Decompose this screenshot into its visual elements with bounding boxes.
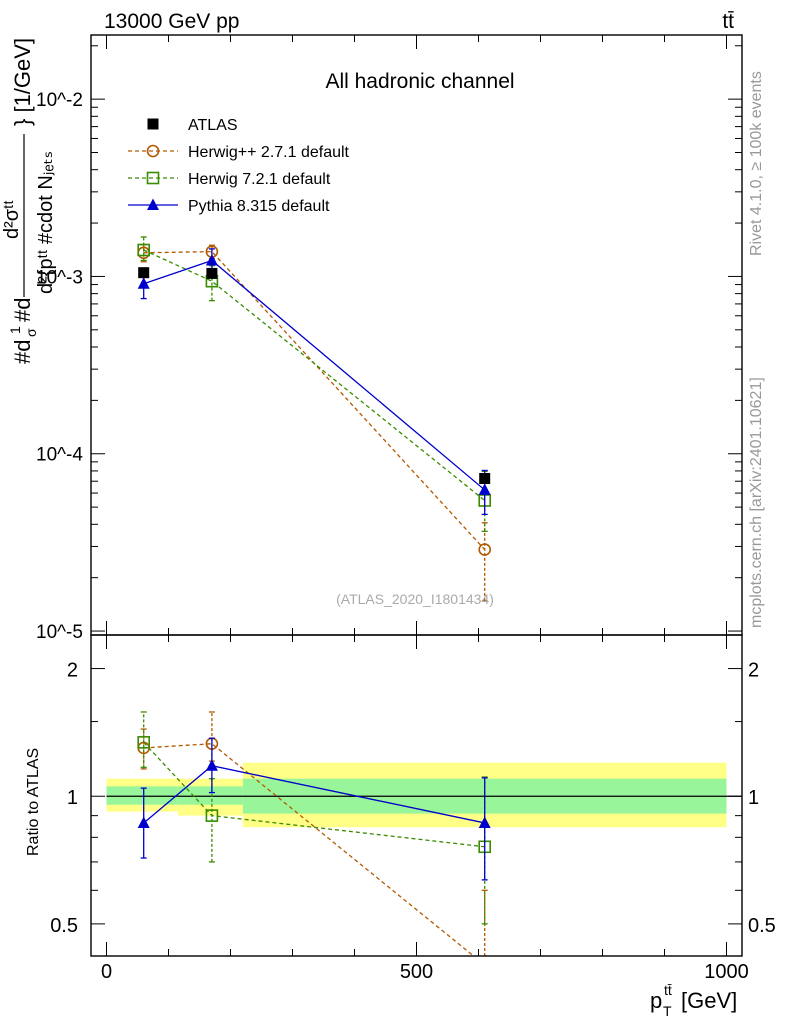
legend-label-2: Herwig 7.2.1 default (188, 171, 331, 188)
y-label-part-frac-bottom: σ (23, 328, 39, 337)
main-x-ticks (106, 35, 727, 635)
y-label-part-2: #d (10, 298, 35, 322)
main-series-2-point (137, 243, 150, 257)
y-label-part-frac-top: 1 (7, 326, 23, 334)
ratio-y-tick-label: 2 (67, 660, 78, 682)
x-axis-label: p T tt̄ [GeV] (650, 982, 737, 1019)
y-tick-label: 10^-2 (36, 90, 83, 111)
main-series-0-point (206, 267, 218, 279)
y-label-part-1: #d (10, 340, 35, 364)
ratio-panel: 0.5 0.5 1 1 2 2 0 500 1000 Ratio to ATLAS (25, 634, 776, 983)
legend-label-1: Herwig++ 2.7.1 default (188, 144, 350, 161)
x-label-superscript: tt̄ (664, 982, 672, 998)
main-series-1-line (143, 250, 486, 551)
main-series-3-point (478, 483, 491, 495)
ratio-series-1-point (137, 736, 150, 749)
ratio-y-tick-label-right: 2 (748, 660, 759, 682)
band-green-1 (177, 786, 243, 805)
chart-title: All hadronic channel (325, 70, 514, 93)
y-tick-label: 10^-4 (36, 445, 83, 466)
legend-marker-0 (147, 118, 159, 130)
legend: ATLAS Herwig++ 2.7.1 default Herwig 7.2.1 … (128, 117, 350, 215)
main-y-ticks: 10^-5 10^-4 10^-3 10^-2 (36, 45, 742, 643)
ratio-x-ticks: 0 500 1000 (101, 635, 749, 983)
band-green-0 (106, 786, 178, 805)
main-series-2-line (143, 249, 486, 501)
y-tick-label: 10^-5 (36, 622, 83, 643)
rivet-version-label: Rivet 4.1.0, ≥ 100k events (748, 71, 765, 256)
main-series-layer (137, 236, 492, 602)
legend-marker-3 (147, 198, 159, 210)
y-label-numerator: d²σᵗᵗ (1, 200, 23, 239)
main-series-1-point (478, 543, 492, 556)
header-energy-label: 13000 GeV pp (104, 10, 239, 33)
legend-label-3: Pythia 8.315 default (188, 198, 330, 215)
x-label-p: p (650, 988, 662, 1013)
ratio-y-axis-label: Ratio to ATLAS (25, 748, 42, 856)
x-tick-label: 500 (400, 961, 433, 983)
ratio-series-2-point (205, 759, 218, 771)
x-tick-label: 1000 (704, 961, 749, 983)
ratio-series-layer (137, 711, 492, 970)
x-label-subscript: T (663, 1003, 672, 1019)
ratio-series-1-point (205, 809, 219, 822)
source-url-label: mcplots.cern.ch [arXiv:2401.10621] (748, 377, 765, 628)
main-y-axis-label: #d 1 σ #d d²σᵗᵗ d²{pᵗᵗ #cdot Nⱼₑₜₛ } [1/… (1, 38, 57, 364)
x-tick-label: 0 (101, 961, 112, 983)
header-process-label: tt̄ (722, 10, 734, 33)
ratio-series-2-point (137, 816, 150, 828)
ratio-series-0-line (143, 743, 475, 956)
y-tick-label: 10^-3 (36, 267, 83, 288)
ratio-series-2-point (478, 816, 491, 828)
legend-label-0: ATLAS (188, 117, 238, 134)
ratio-y-tick-label: 1 (67, 787, 78, 809)
main-series-3-point (205, 254, 218, 266)
y-label-denominator: d²{pᵗᵗ #cdot Nⱼₑₜₛ (35, 151, 57, 294)
main-series-0-point (479, 473, 491, 485)
legend-marker-2 (146, 171, 160, 185)
main-series-0-point (138, 267, 150, 279)
ratio-y-tick-label-right: 1 (748, 787, 759, 809)
y-label-unit: } [1/GeV] (10, 38, 35, 126)
ratio-series-0-point (479, 959, 490, 970)
x-label-unit: [GeV] (681, 988, 737, 1013)
ratio-y-tick-label: 0.5 (50, 915, 78, 937)
ratio-uncertainty-bands (106, 762, 727, 828)
ratio-y-tick-label-right: 0.5 (748, 915, 776, 937)
analysis-watermark: (ATLAS_2020_I1801434) (336, 591, 494, 607)
ratio-y-ticks: 0.5 0.5 1 1 2 2 (50, 660, 776, 937)
main-series-3-point (137, 277, 150, 289)
main-series-3-line (143, 259, 486, 491)
main-panel: 10^-5 10^-4 10^-3 10^-2 All hadronic channe… (1, 34, 743, 643)
legend-marker-1 (146, 144, 160, 158)
